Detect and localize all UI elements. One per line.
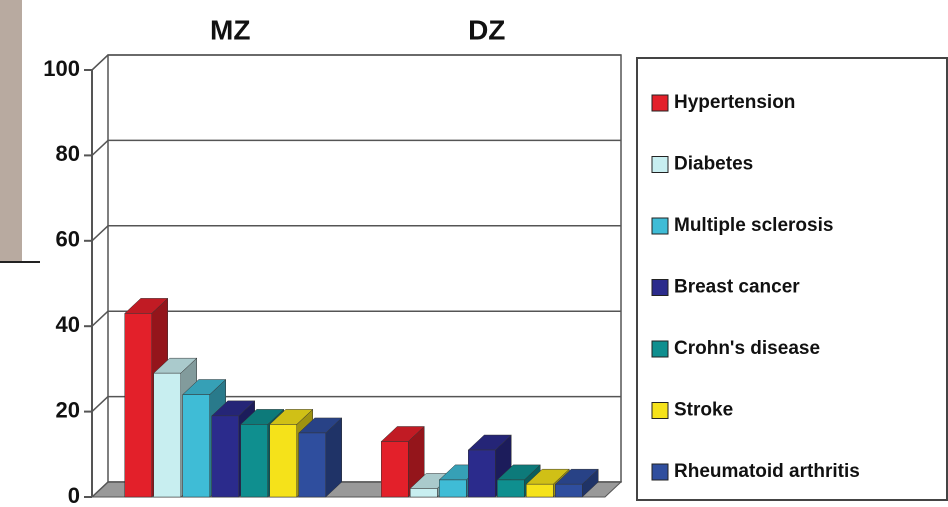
bar (298, 432, 326, 498)
legend-swatch (651, 463, 669, 481)
y-tick-label: 60 (56, 227, 80, 252)
bar (439, 479, 467, 498)
grid-line-side (91, 54, 109, 71)
grid-line-side (91, 139, 109, 156)
bar (211, 415, 239, 498)
legend-box (636, 57, 948, 501)
grid-line-side (91, 396, 109, 413)
photo-fragment (0, 0, 22, 262)
legend-swatch (651, 156, 669, 173)
grid-line-side (91, 225, 109, 242)
bar (240, 424, 268, 498)
bar (410, 488, 438, 498)
bar (269, 424, 297, 498)
y-tick-label: 80 (56, 141, 80, 166)
legend-swatch (651, 340, 669, 358)
bar (497, 479, 525, 498)
legend-label: Diabetes (674, 154, 753, 175)
category-label: DZ (468, 14, 505, 45)
legend-label: Multiple sclerosis (674, 215, 833, 236)
y-tick-label: 0 (68, 483, 80, 507)
bar (381, 441, 409, 498)
bar (124, 313, 152, 498)
category-label: MZ (210, 14, 250, 45)
legend-label: Stroke (674, 400, 733, 421)
grid-line-side (91, 310, 109, 327)
legend-swatch (651, 402, 669, 419)
bar (526, 483, 554, 498)
legend-label: Crohn's disease (674, 338, 820, 359)
legend-label: Breast cancer (674, 277, 800, 298)
bar (555, 483, 583, 498)
legend-swatch (651, 217, 669, 235)
legend-swatch (651, 94, 669, 112)
bar (468, 449, 496, 498)
y-tick-label: 100 (43, 56, 80, 81)
y-tick-label: 20 (56, 397, 80, 422)
legend-swatch (651, 279, 669, 296)
legend-label: Hypertension (674, 92, 795, 113)
bar (182, 394, 210, 498)
y-tick-label: 40 (56, 312, 80, 337)
bar (153, 372, 181, 498)
grid-line-side (91, 481, 109, 498)
legend-label: Rheumatoid arthritis (674, 461, 860, 482)
